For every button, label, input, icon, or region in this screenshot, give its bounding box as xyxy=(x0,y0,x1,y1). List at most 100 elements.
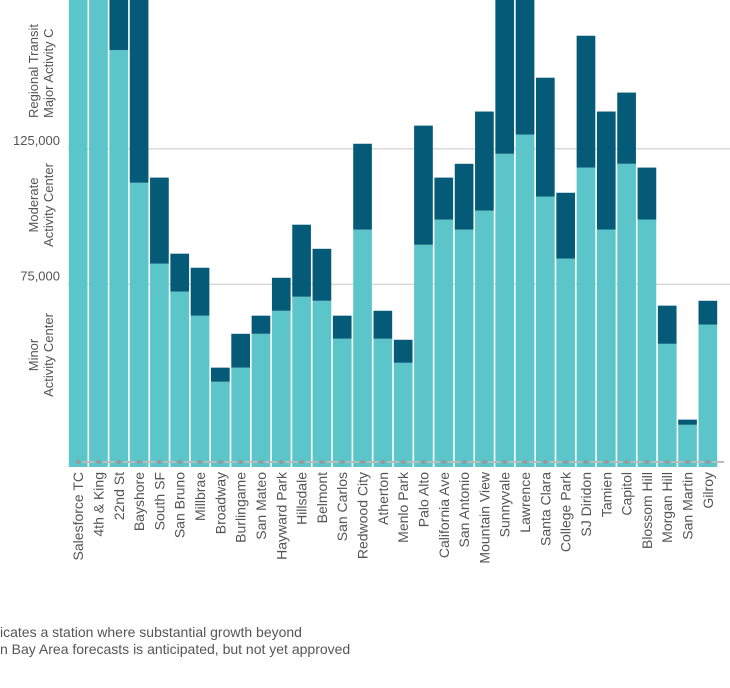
baseline-dot xyxy=(177,459,182,465)
baseline-dot xyxy=(400,459,406,465)
x-tick-label: Tamien xyxy=(598,472,614,517)
x-tick-label: San Antonio xyxy=(456,472,472,548)
band-label: Moderate xyxy=(26,178,41,233)
bar-segment xyxy=(271,310,291,467)
bar-segment xyxy=(353,143,372,230)
bar-segment xyxy=(536,77,555,197)
bar-segment xyxy=(68,0,88,467)
baseline-dot xyxy=(340,459,345,465)
bar-segment xyxy=(373,338,393,467)
baseline-dot xyxy=(665,459,670,465)
x-tick-label: Hayward Park xyxy=(273,471,289,560)
footnote: n Bay Area forecasts is anticipated, but… xyxy=(0,641,350,657)
bar-segment xyxy=(414,244,433,467)
bar-segment xyxy=(475,210,494,467)
baseline-dot xyxy=(197,459,203,465)
bar-segment xyxy=(556,258,575,467)
band-label: Minor xyxy=(26,338,41,371)
bar-segment xyxy=(129,0,149,183)
baseline-dot xyxy=(258,459,264,465)
bar-segment xyxy=(678,424,697,467)
baseline-dot xyxy=(583,459,589,465)
bar-segment xyxy=(231,333,250,368)
baseline-dot xyxy=(502,459,507,465)
x-tick-label: Burlingame xyxy=(233,472,249,543)
baseline-dot xyxy=(116,459,121,465)
bar-segment xyxy=(393,362,413,467)
bar-segment xyxy=(515,134,535,467)
baseline-dot xyxy=(157,459,162,465)
band-label: Activity Center xyxy=(41,312,56,396)
baseline-dot xyxy=(563,459,568,465)
bar-segment xyxy=(170,253,190,292)
x-tick-label: Mountain View xyxy=(476,471,492,563)
bar-segment xyxy=(190,315,210,467)
bar-segment xyxy=(109,50,129,467)
bar-segment xyxy=(312,300,332,467)
x-tick-label: Millbrae xyxy=(192,472,208,521)
bar-segment xyxy=(698,300,718,325)
bar-segment xyxy=(536,196,555,467)
bar-segment xyxy=(657,305,677,344)
bar-segment xyxy=(353,229,372,467)
x-tick-label: Belmont xyxy=(314,472,330,523)
x-tick-label: San Mateo xyxy=(253,472,269,540)
bar-segment xyxy=(515,0,535,135)
baseline-dot xyxy=(624,459,629,465)
bar-segment xyxy=(129,182,149,467)
baseline-dot xyxy=(482,459,487,465)
baseline-dot xyxy=(543,459,548,465)
baseline-dot xyxy=(644,459,650,465)
x-tick-label: Salesforce TC xyxy=(70,472,86,560)
bar-segment xyxy=(393,339,413,363)
bar-segment xyxy=(251,315,271,334)
bar-segment xyxy=(414,125,433,245)
baseline-dot xyxy=(685,459,690,465)
baseline-dot xyxy=(136,459,142,465)
baseline-dot xyxy=(238,459,243,465)
bar-segment xyxy=(89,0,108,467)
bar-segment xyxy=(271,277,291,311)
bar-segment xyxy=(109,0,129,51)
baseline-dot xyxy=(604,459,609,465)
baseline-dot xyxy=(421,459,426,465)
x-tick-label: Bayshore xyxy=(131,472,147,531)
baseline-dot xyxy=(299,459,304,465)
x-tick-label: Morgan Hill xyxy=(659,472,675,543)
x-tick-label: South SF xyxy=(151,472,167,530)
bar-segment xyxy=(495,0,515,154)
bar-segment xyxy=(596,111,616,230)
bar-segment xyxy=(576,35,596,168)
bar-segment xyxy=(211,381,230,467)
y-tick-label: 75,000 xyxy=(20,268,60,283)
baseline-dot xyxy=(75,459,81,465)
annotation: 4.2 million people and jobs within xyxy=(202,8,407,24)
baseline-dot xyxy=(96,459,101,465)
x-tick-label: Capitol xyxy=(619,472,635,516)
baseline-dot xyxy=(360,459,365,465)
bar-segment xyxy=(657,343,677,467)
bar-segment xyxy=(596,229,616,467)
band-label: Regional Transit xyxy=(26,24,41,118)
x-tick-label: Redwood City xyxy=(355,472,371,559)
bar-segment xyxy=(150,177,169,264)
bar-segment xyxy=(434,219,454,467)
baseline-dot xyxy=(218,459,223,465)
x-tick-label: Menlo Park xyxy=(395,471,411,543)
x-tick-label: Gilroy xyxy=(700,472,716,509)
x-tick-label: Hillsdale xyxy=(294,472,310,525)
y-tick-label: 125,000 xyxy=(13,133,60,148)
bar-segment xyxy=(475,111,494,211)
bar-segment xyxy=(434,177,454,220)
bar-segment xyxy=(231,367,250,467)
bar-segment xyxy=(373,310,393,339)
bar-segment xyxy=(211,367,230,382)
bar-segment xyxy=(332,315,352,339)
x-tick-label: 22nd St xyxy=(111,472,127,520)
x-tick-label: Blossom Hill xyxy=(639,472,655,549)
band-label: Activity Center xyxy=(41,162,56,246)
x-tick-label: Lawrence xyxy=(517,472,533,533)
baseline-dot xyxy=(705,459,711,465)
bar-segment xyxy=(170,291,190,467)
